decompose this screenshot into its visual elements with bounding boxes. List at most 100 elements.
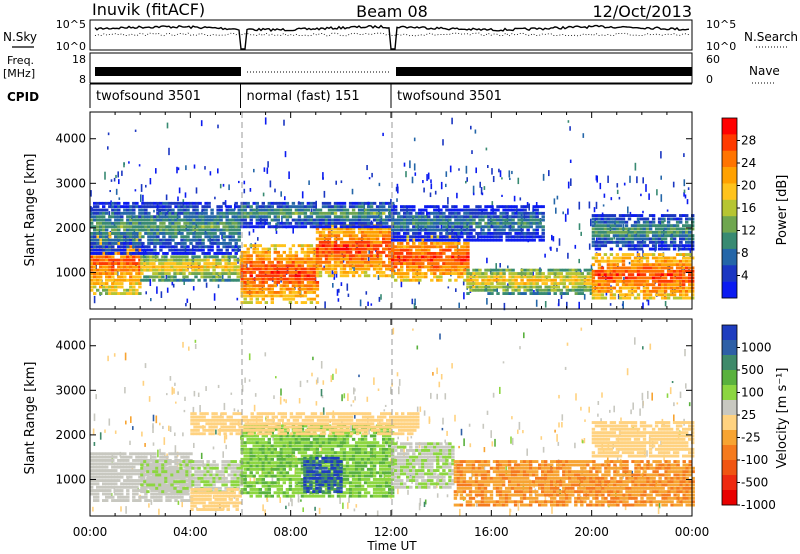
power-cell	[306, 244, 311, 248]
power-cell	[514, 215, 518, 219]
power-cell	[391, 275, 395, 279]
power-cell	[642, 279, 647, 283]
power-cell	[234, 238, 238, 242]
power-cell	[201, 215, 205, 219]
power-cell	[159, 248, 163, 252]
power-cell	[430, 262, 434, 265]
velocity-scatter-point	[384, 404, 387, 408]
power-cell	[114, 252, 118, 255]
power-cell	[159, 211, 163, 215]
power-cell	[651, 224, 656, 228]
power-cell	[430, 255, 434, 259]
power-cell	[300, 211, 305, 215]
power-cell	[594, 224, 599, 228]
power-cell	[436, 221, 440, 225]
velocity-scatter-point	[494, 438, 496, 447]
power-cell	[342, 267, 347, 271]
power-cell	[206, 258, 210, 262]
power-cell	[249, 221, 253, 225]
power-cell	[630, 244, 635, 248]
power-cell	[511, 205, 515, 209]
power-cell	[466, 205, 470, 209]
power-cell	[397, 252, 401, 255]
power-cell	[108, 248, 112, 252]
power-cell	[463, 245, 467, 249]
power-cell	[120, 282, 124, 285]
power-cell	[688, 253, 692, 256]
power-cell	[472, 211, 476, 215]
power-cell	[454, 265, 458, 269]
power-cell	[102, 245, 106, 249]
power-cell	[246, 271, 250, 274]
power-cell	[198, 221, 202, 225]
power-cell	[594, 269, 599, 273]
power-cell	[532, 228, 536, 232]
power-cell	[609, 279, 614, 283]
power-cell	[186, 221, 190, 225]
power-cell	[99, 282, 103, 285]
power-cell	[288, 215, 293, 219]
power-cell	[186, 225, 190, 229]
power-cell	[586, 278, 591, 282]
power-cell	[132, 252, 136, 255]
power-cell	[600, 244, 605, 248]
power-cell	[520, 211, 524, 215]
power-cell	[688, 240, 692, 244]
power-cell	[369, 264, 374, 268]
power-cell	[138, 265, 142, 269]
power-cell	[633, 234, 638, 238]
power-cell	[321, 254, 326, 258]
power-cell	[297, 284, 302, 288]
power-cell	[688, 263, 692, 267]
power-cell	[484, 272, 488, 275]
power-cell	[445, 215, 449, 219]
power-cell	[591, 293, 596, 297]
power-cell	[203, 268, 207, 272]
power-cell	[255, 225, 260, 229]
power-cell	[234, 225, 238, 229]
velocity-scatter-point	[483, 447, 486, 453]
power-cell	[487, 232, 491, 235]
power-cell	[642, 269, 647, 273]
power-cell	[657, 247, 662, 251]
power-cell	[385, 264, 389, 268]
power-cell	[675, 269, 680, 273]
power-cell	[391, 252, 395, 255]
power-cell	[213, 228, 217, 232]
power-cell	[126, 262, 130, 265]
power-cell	[159, 245, 163, 249]
power-cell	[306, 287, 311, 291]
power-cell	[224, 258, 228, 262]
power-cell	[141, 215, 145, 219]
power-cell	[397, 262, 401, 265]
power-cell	[463, 272, 467, 275]
power-cell	[403, 235, 407, 239]
power-cell	[603, 253, 608, 256]
power-cell	[550, 285, 554, 289]
power-cell	[517, 275, 521, 279]
power-cell	[589, 272, 594, 275]
power-cell	[547, 292, 551, 295]
power-cell	[126, 242, 130, 245]
power-cell	[600, 234, 605, 238]
power-scatter-point	[552, 236, 555, 242]
power-cell	[264, 281, 269, 284]
power-cell	[225, 228, 229, 232]
power-cell	[138, 275, 142, 279]
power-cell	[591, 234, 596, 238]
power-cell	[436, 205, 440, 209]
power-cell	[212, 272, 216, 275]
power-cell	[230, 268, 234, 272]
power-cell	[363, 260, 368, 264]
power-cell	[451, 272, 455, 275]
power-cell	[249, 267, 253, 271]
power-cell	[236, 272, 240, 275]
power-colorbar-swatch	[722, 265, 737, 282]
power-cell	[375, 215, 380, 219]
power-cell	[388, 264, 392, 268]
power-cell	[505, 208, 509, 212]
power-scatter-point	[472, 192, 475, 196]
power-cell	[231, 228, 235, 232]
power-cell	[234, 201, 238, 205]
power-scatter-point	[533, 290, 535, 294]
